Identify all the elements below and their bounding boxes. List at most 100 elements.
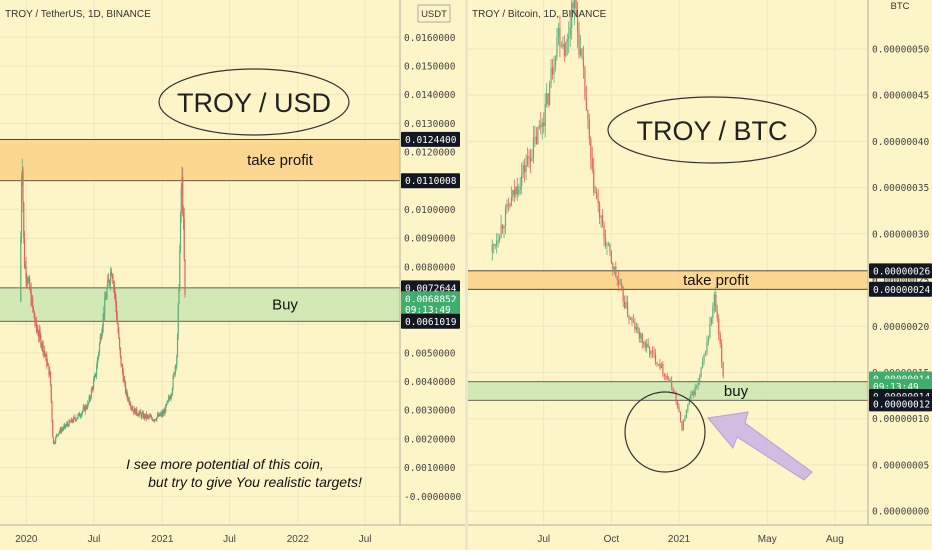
left-currency-box[interactable] xyxy=(417,4,451,23)
left-chart[interactable]: TROY / TetherUS, 1D, BINANCE TROY / USD … xyxy=(0,0,400,525)
pointer-arrow-icon xyxy=(707,411,813,481)
left-time-axis[interactable]: 2020 Jul 2021 Jul 2022 Jul xyxy=(0,524,465,550)
right-candle-body xyxy=(532,138,535,159)
right-candle-body xyxy=(678,407,680,413)
left-candle-body xyxy=(41,342,43,346)
left-candle-body xyxy=(57,434,59,436)
right-bubble-text: TROY / BTC xyxy=(636,116,787,146)
left-candle-body xyxy=(116,317,118,324)
left-y-tick-label: 0.0080000 xyxy=(404,262,456,273)
right-candle-body xyxy=(596,192,598,199)
left-zone-buy xyxy=(0,287,400,322)
right-candle-body xyxy=(665,375,667,377)
right-candle-body xyxy=(687,404,689,410)
right-y-tick-label: 0.00000025 xyxy=(872,276,929,287)
left-candle-body xyxy=(183,218,185,260)
left-candle-body xyxy=(110,271,113,276)
left-candle-body xyxy=(72,417,75,422)
left-time-axis-bg[interactable] xyxy=(0,525,465,550)
left-x-tick-label: 2022 xyxy=(287,534,310,545)
right-y-tick-labels: 0.000000000.000000050.000000100.00000015… xyxy=(872,44,929,517)
left-y-tick-label: 0.0010000 xyxy=(404,463,456,474)
right-candle-body xyxy=(519,185,521,190)
left-candle-body xyxy=(170,396,172,399)
left-x-tick-labels: 2020 Jul 2021 Jul 2022 Jul xyxy=(15,534,371,545)
right-candle-body xyxy=(712,306,714,319)
left-candle-body xyxy=(154,419,156,421)
right-candle-body xyxy=(544,103,546,126)
left-candle-body xyxy=(20,237,22,302)
left-candle-body xyxy=(124,379,126,383)
left-candle-body xyxy=(121,365,123,367)
right-candle-body xyxy=(709,323,711,338)
left-candle-body xyxy=(52,420,54,438)
left-candle-body xyxy=(103,313,105,315)
right-candle-body xyxy=(557,28,560,38)
right-candle-body xyxy=(499,237,501,241)
left-candle-body xyxy=(135,408,137,415)
left-candle-body xyxy=(142,413,144,415)
left-candle-body xyxy=(136,408,138,414)
right-candle-body xyxy=(503,226,505,229)
left-candle-body xyxy=(179,213,182,252)
left-price-axis-bg[interactable] xyxy=(400,0,465,525)
left-candle-body xyxy=(32,298,34,307)
left-candle-body xyxy=(157,414,159,417)
left-candle-body xyxy=(162,412,164,416)
right-chart[interactable]: TROY / Bitcoin, 1D, BINANCE TROY / BTC t… xyxy=(468,0,868,525)
left-candle-body xyxy=(75,418,78,421)
right-candle-body xyxy=(540,125,542,127)
left-candle-body xyxy=(69,421,72,423)
right-plot-area[interactable] xyxy=(468,0,868,525)
left-candle-body xyxy=(22,170,24,203)
right-candle-body xyxy=(716,311,718,319)
left-plot-area[interactable] xyxy=(0,0,400,525)
right-price-tags: 0.000000260.000000240.0000001409:13:490.… xyxy=(869,263,932,412)
right-price-axis[interactable]: 0.000000000.000000050.000000100.00000015… xyxy=(867,0,932,525)
right-candle-body xyxy=(553,65,555,75)
left-candle-body xyxy=(151,418,153,421)
left-candle-body xyxy=(85,406,87,409)
right-candle-body xyxy=(656,362,658,364)
right-time-axis-bg[interactable] xyxy=(468,525,932,550)
left-candle-body xyxy=(70,419,72,422)
left-candle-body xyxy=(147,415,149,417)
right-candle-body xyxy=(554,57,557,66)
left-candle-body xyxy=(101,332,103,339)
left-candle-body xyxy=(133,408,136,413)
left-candle-body xyxy=(153,419,156,421)
right-candle-body xyxy=(522,165,524,174)
right-candle-body xyxy=(563,44,565,56)
left-price-tag-text: 09:13:49 xyxy=(405,305,451,316)
right-candle-body xyxy=(551,67,554,75)
left-candle-body xyxy=(86,407,88,409)
left-candle-body xyxy=(102,313,104,327)
pane-divider[interactable] xyxy=(465,0,468,550)
left-buy-label: Buy xyxy=(272,297,298,314)
left-candle-body xyxy=(74,417,76,420)
right-candle-body xyxy=(691,391,693,395)
left-candle-body xyxy=(184,259,186,295)
left-candle-body xyxy=(152,419,154,421)
right-candle-body xyxy=(600,215,602,218)
right-candle-body xyxy=(666,376,668,380)
right-candle-body xyxy=(566,38,568,42)
left-price-axis[interactable]: -0.0000000 0.0010000 0.0020000 0.0030000 0.0… xyxy=(399,0,465,525)
left-candle-body xyxy=(144,414,146,418)
left-candle-body xyxy=(77,414,79,418)
right-candle-body xyxy=(575,0,577,17)
left-candle-body xyxy=(21,170,23,179)
left-candle-body xyxy=(92,387,94,389)
right-candle-body xyxy=(721,344,723,363)
right-price-axis-bg[interactable] xyxy=(868,0,932,525)
right-time-axis[interactable]: Jul Oct 2021 May Aug xyxy=(468,524,932,550)
left-candle-body xyxy=(92,380,95,389)
right-candle-body xyxy=(529,157,532,162)
right-candle-body xyxy=(650,350,652,355)
left-candle-body xyxy=(149,416,151,418)
right-candle-body xyxy=(590,138,592,158)
left-candle-body xyxy=(38,330,40,337)
left-candle-body xyxy=(46,355,48,366)
right-candle-body xyxy=(697,381,699,386)
right-candle-body xyxy=(501,224,504,229)
